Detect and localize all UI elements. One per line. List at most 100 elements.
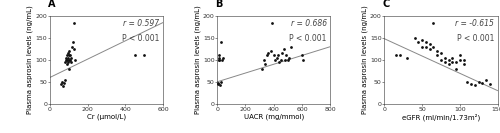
Point — [65, 50, 73, 52]
Text: P < 0.001: P < 0.001 — [290, 34, 327, 43]
Point — [282, 54, 290, 57]
Point — [68, 46, 76, 48]
Point — [441, 61, 449, 63]
Point — [219, 57, 227, 59]
Point — [444, 59, 452, 61]
Text: P < 0.001: P < 0.001 — [122, 34, 160, 43]
Point — [276, 61, 283, 63]
Point — [58, 81, 66, 83]
Point — [448, 57, 456, 59]
Y-axis label: Plasma asprosin levels (ng/mL): Plasma asprosin levels (ng/mL) — [194, 5, 200, 114]
Y-axis label: Plasma asprosin levels (ng/mL): Plasma asprosin levels (ng/mL) — [27, 5, 34, 114]
Text: r = -0.615: r = -0.615 — [455, 19, 494, 28]
Point — [60, 82, 68, 84]
Text: C: C — [382, 0, 390, 9]
Point — [59, 85, 67, 87]
Point — [63, 54, 71, 57]
Point — [66, 61, 74, 63]
Point — [280, 48, 287, 50]
Point — [217, 41, 225, 43]
Point — [214, 83, 222, 85]
Point — [426, 43, 434, 45]
Point — [278, 52, 286, 54]
Point — [68, 41, 76, 43]
Point — [444, 63, 452, 65]
Point — [426, 48, 434, 50]
Point — [65, 68, 73, 70]
Point — [471, 84, 479, 86]
Point — [65, 54, 73, 57]
Point — [64, 61, 72, 63]
Point — [270, 54, 278, 57]
Point — [271, 59, 279, 61]
Point — [433, 50, 441, 52]
Point — [418, 39, 426, 41]
Point — [62, 59, 70, 61]
Point — [268, 21, 276, 24]
Point — [72, 59, 80, 61]
Point — [460, 63, 468, 65]
Point — [216, 84, 224, 86]
Point — [482, 78, 490, 81]
Point — [61, 78, 69, 81]
Point — [284, 59, 292, 61]
Point — [215, 59, 223, 61]
Point — [430, 46, 438, 48]
Point — [218, 81, 226, 83]
Point — [486, 83, 494, 85]
Point — [258, 68, 266, 70]
Point — [216, 57, 224, 59]
Point — [66, 57, 74, 59]
X-axis label: Cr (μmol/L): Cr (μmol/L) — [87, 114, 126, 120]
Point — [422, 41, 430, 43]
Text: A: A — [48, 0, 55, 9]
Point — [452, 61, 460, 63]
Point — [260, 59, 268, 61]
Point — [414, 41, 422, 43]
Point — [63, 63, 71, 65]
Point — [396, 54, 404, 57]
Point — [392, 54, 400, 57]
Point — [64, 52, 72, 54]
Point — [452, 68, 460, 70]
Point — [64, 57, 72, 59]
Point — [474, 81, 482, 83]
Point — [410, 37, 418, 39]
Point — [62, 57, 70, 59]
Point — [267, 50, 275, 52]
Point — [262, 63, 270, 65]
Point — [298, 54, 306, 57]
Point — [418, 46, 426, 48]
Point — [422, 46, 430, 48]
Point — [272, 57, 280, 59]
Y-axis label: Plasma asprosin levels (ng/mL): Plasma asprosin levels (ng/mL) — [362, 5, 368, 114]
Point — [274, 54, 282, 57]
Point — [460, 59, 468, 61]
Point — [448, 61, 456, 63]
Text: P < 0.001: P < 0.001 — [456, 34, 494, 43]
Point — [467, 83, 475, 85]
Point — [456, 59, 464, 61]
Point — [218, 59, 226, 61]
Point — [214, 59, 222, 61]
X-axis label: eGFR (ml/min/1.73m²): eGFR (ml/min/1.73m²) — [402, 114, 480, 121]
Point — [464, 81, 471, 83]
Text: B: B — [215, 0, 222, 9]
Point — [281, 59, 289, 61]
Text: r = 0.686: r = 0.686 — [290, 19, 327, 28]
Point — [277, 59, 285, 61]
Point — [61, 61, 69, 63]
Point — [433, 54, 441, 57]
Point — [300, 59, 308, 61]
Point — [264, 52, 272, 54]
Point — [214, 82, 222, 84]
Point — [441, 57, 449, 59]
Point — [70, 48, 78, 50]
Point — [437, 59, 445, 61]
Point — [63, 59, 71, 61]
Point — [58, 83, 66, 85]
Point — [286, 46, 294, 48]
Point — [131, 54, 139, 57]
Point — [456, 54, 464, 57]
Point — [403, 57, 411, 59]
